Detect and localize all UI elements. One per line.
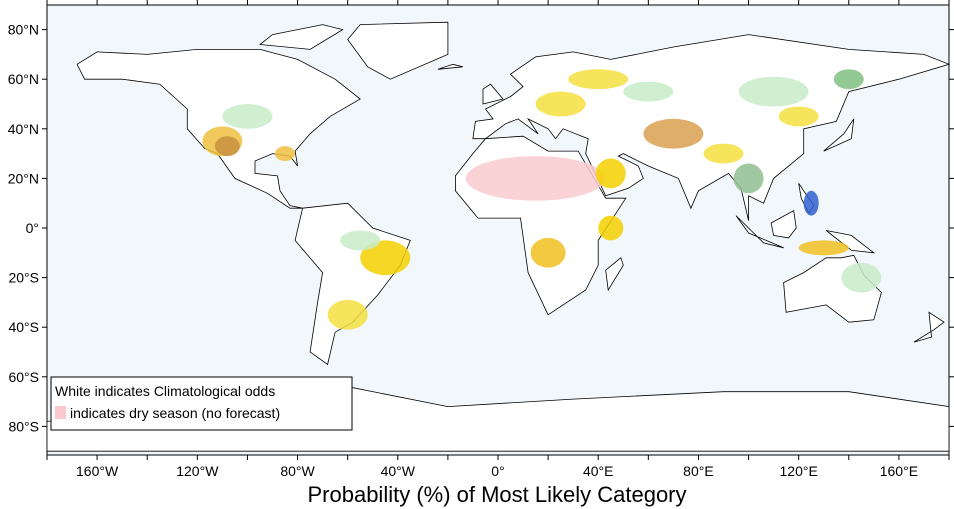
legend-box — [50, 376, 353, 431]
lon-label: 40°W — [381, 463, 416, 479]
forecast-patch — [595, 158, 626, 189]
lat-label: 0° — [26, 220, 39, 236]
forecast-patches — [202, 69, 882, 330]
forecast-patch — [222, 104, 273, 129]
forecast-patch — [327, 299, 368, 330]
landmass — [735, 215, 784, 249]
forecast-patch — [703, 143, 744, 164]
lon-label: 160°E — [880, 463, 918, 479]
lat-label: 80°N — [8, 22, 39, 38]
lat-label: 20°S — [8, 270, 39, 286]
legend-text: indicates dry season (no forecast) — [70, 405, 280, 421]
lat-label: 40°S — [8, 319, 39, 335]
lat-label: 80°S — [8, 418, 39, 434]
lon-label: 80°W — [280, 463, 315, 479]
landmass — [605, 257, 624, 292]
forecast-patch — [803, 190, 819, 216]
landmass — [823, 118, 855, 152]
lat-label: 60°S — [8, 369, 39, 385]
lat-label: 60°N — [8, 71, 39, 87]
landmass — [437, 63, 463, 70]
lon-label: 160°W — [76, 463, 119, 479]
forecast-patch — [598, 215, 624, 241]
forecast-patch — [340, 230, 381, 251]
lat-label: 40°N — [8, 121, 39, 137]
forecast-patch — [275, 146, 296, 162]
x-axis-label: Probability (%) of Most Likely Category — [307, 482, 686, 507]
landmass — [482, 83, 504, 105]
lon-label: 80°E — [683, 463, 714, 479]
legend-swatch — [55, 406, 66, 419]
forecast-patch — [465, 156, 606, 201]
forecast-patch — [360, 240, 411, 276]
lat-label: 20°N — [8, 170, 39, 186]
forecast-patch — [738, 76, 809, 107]
forecast-patch — [833, 69, 864, 90]
lon-label: 120°W — [176, 463, 219, 479]
forecast-patch — [643, 118, 704, 149]
forecast-patch — [623, 81, 674, 102]
landmass — [770, 209, 797, 239]
landmass — [258, 24, 344, 50]
forecast-patch — [798, 240, 849, 256]
legend-text: White indicates Climatological odds — [55, 383, 275, 399]
forecast-patch — [568, 69, 629, 90]
lon-label: 40°E — [583, 463, 614, 479]
lon-label: 120°E — [780, 463, 818, 479]
landmass — [347, 21, 449, 80]
lon-label: 0° — [491, 463, 504, 479]
forecast-patch — [535, 91, 586, 117]
axes: 80°N 60°N 40°N 20°N 0° 20°S 40°S 60°S 80°S 160°W 1… — [8, 0, 954, 479]
landmass — [913, 311, 945, 343]
forecast-patch — [214, 136, 240, 157]
forecast-patch — [530, 237, 566, 268]
forecast-patch — [733, 163, 764, 194]
forecast-patch — [778, 106, 819, 127]
forecast-patch — [841, 262, 882, 293]
